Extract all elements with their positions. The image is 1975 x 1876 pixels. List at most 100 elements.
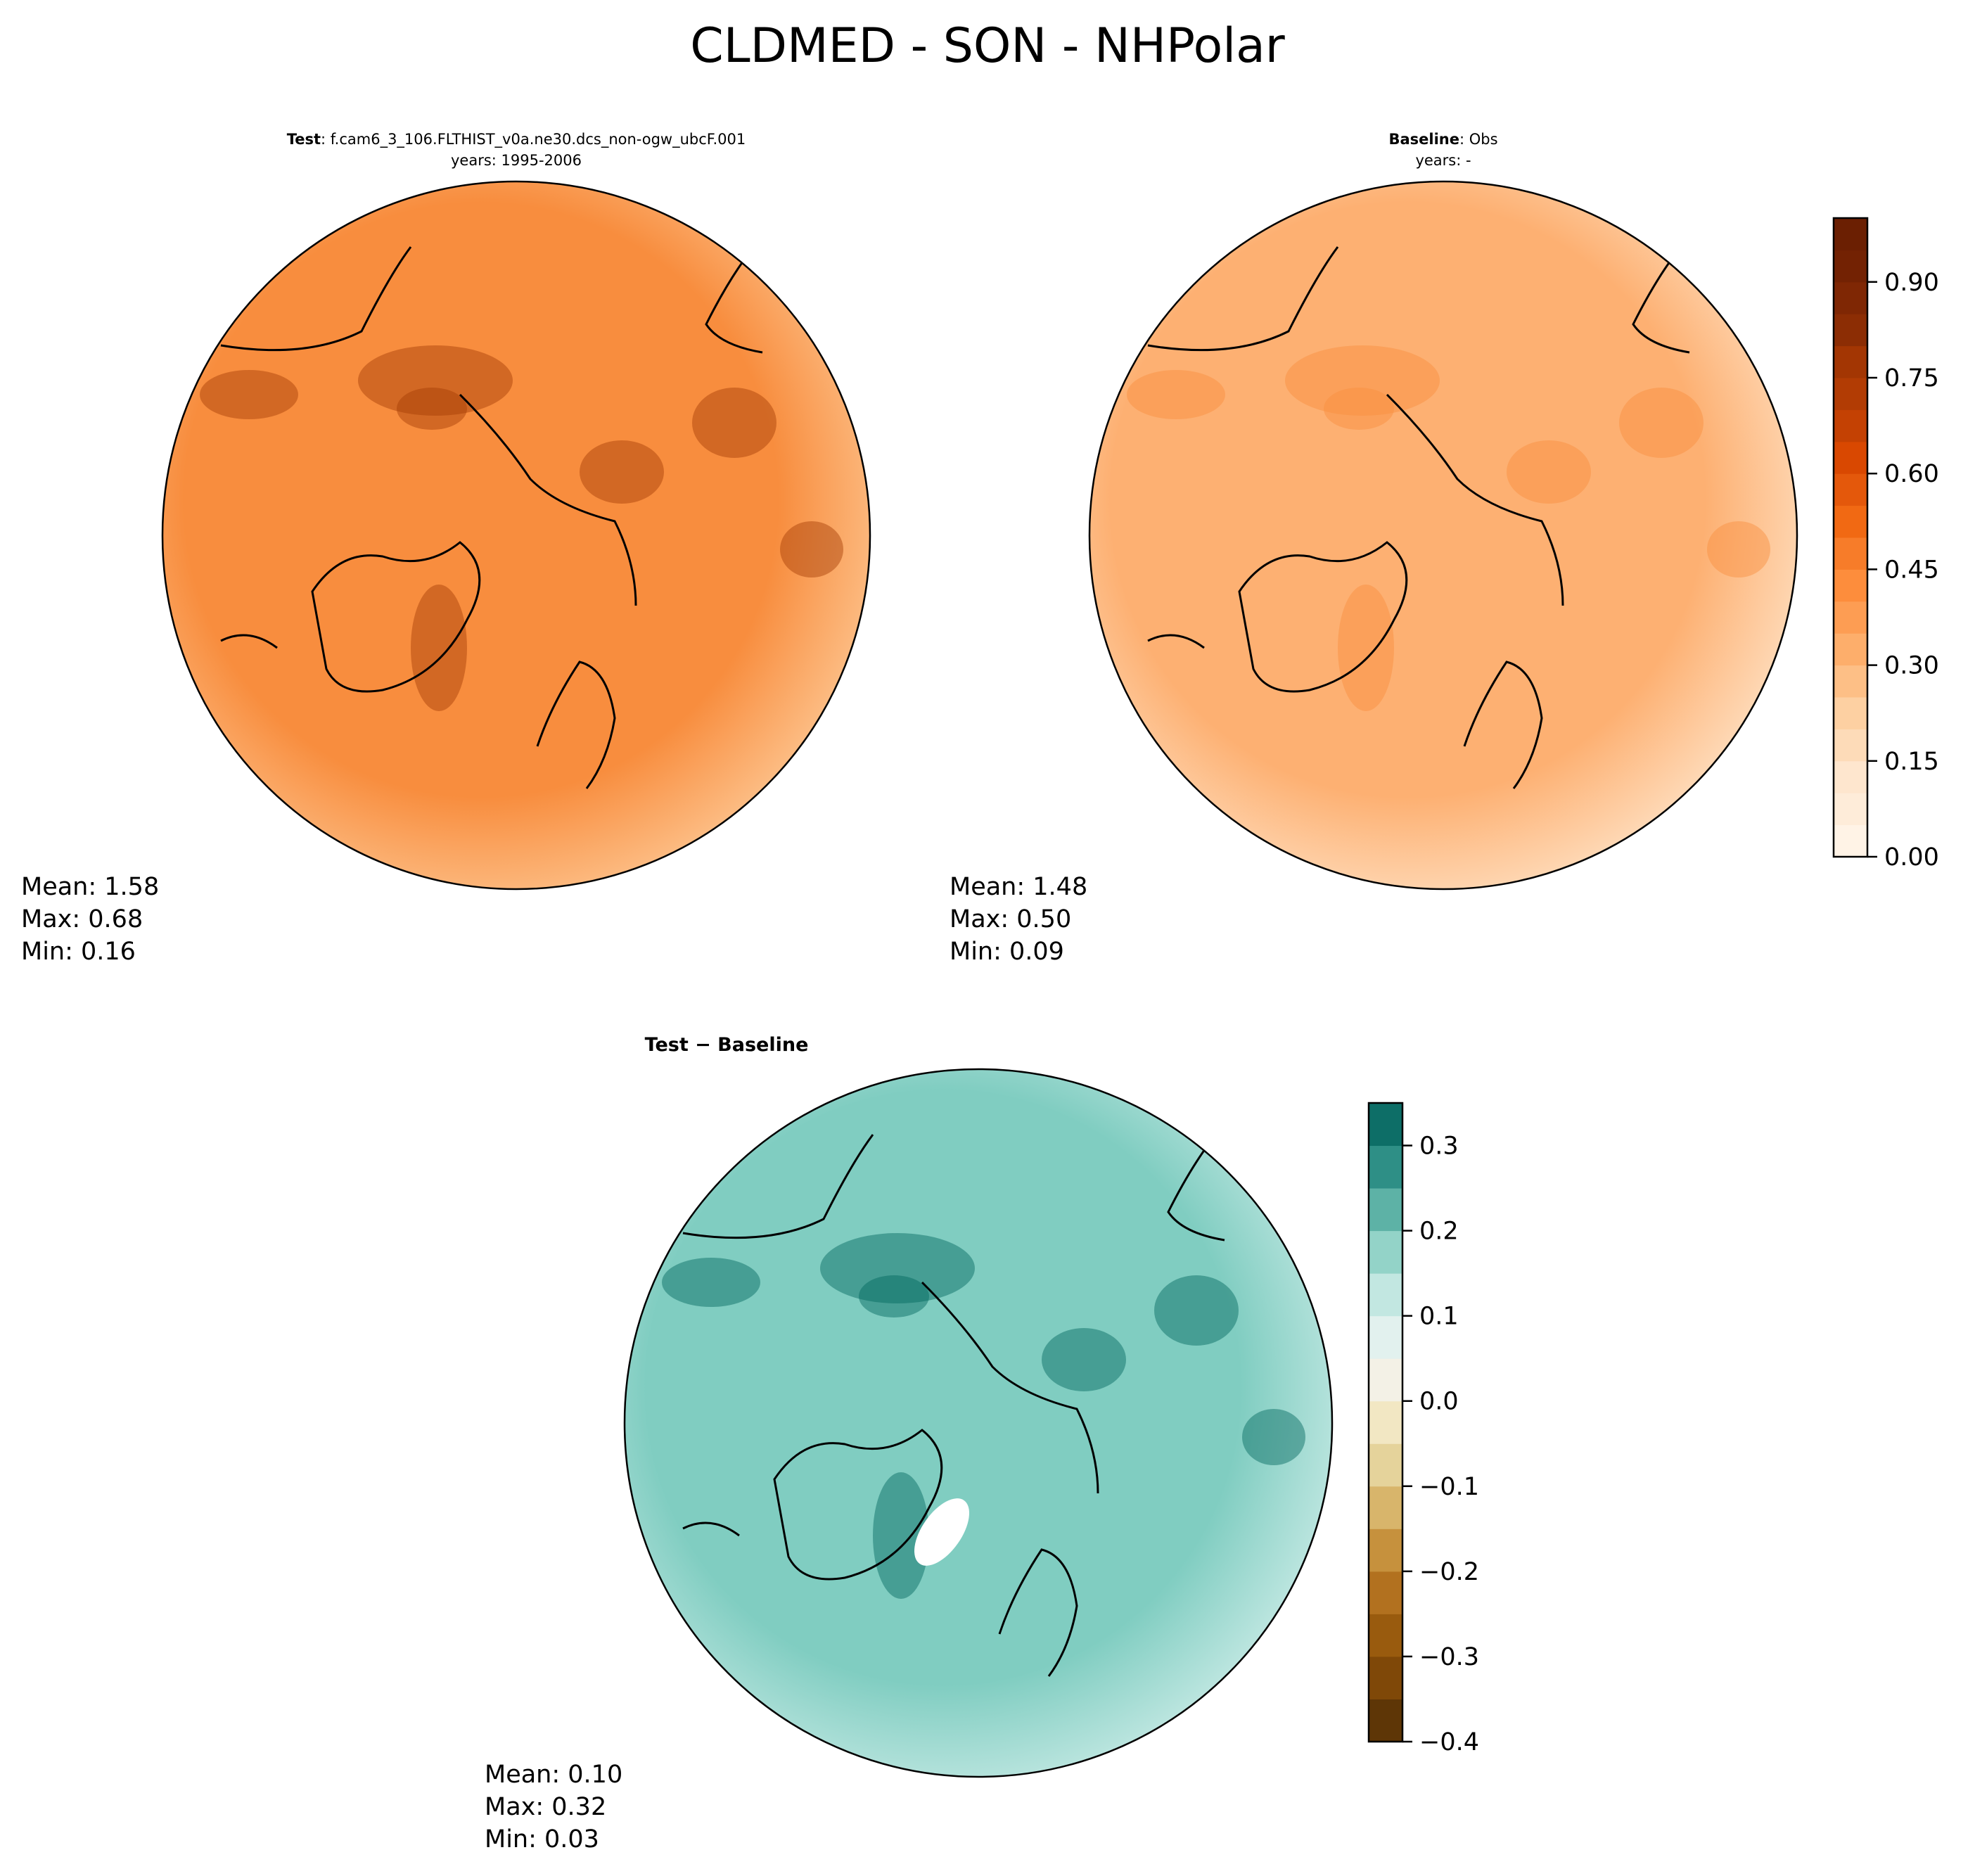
test-title-bold: Test bbox=[287, 131, 321, 148]
test-stats: Mean: 1.58 Max: 0.68 Min: 0.16 bbox=[21, 873, 159, 966]
colorbar-main-segment bbox=[1834, 569, 1867, 602]
test-min: Min: 0.16 bbox=[21, 938, 136, 966]
test-contour-blob bbox=[411, 585, 467, 711]
diff-field bbox=[625, 1069, 1332, 1777]
colorbar-diff-tick-label: −0.4 bbox=[1419, 1728, 1479, 1756]
baseline-contour-blob bbox=[1324, 388, 1394, 430]
colorbar-main-segment bbox=[1834, 697, 1867, 729]
diff-map bbox=[625, 1069, 1332, 1777]
figure-title: CLDMED - SON - NHPolar bbox=[690, 18, 1285, 74]
diff-title: Test − Baseline bbox=[645, 1034, 809, 1056]
colorbar-main-tick-label: 0.90 bbox=[1884, 269, 1939, 297]
diff-stats: Mean: 0.10 Max: 0.32 Min: 0.03 bbox=[485, 1761, 622, 1853]
diff-mean: Mean: 0.10 bbox=[485, 1761, 622, 1789]
test-contour-blob bbox=[397, 388, 467, 430]
baseline-field bbox=[1089, 181, 1797, 889]
baseline-coastlines bbox=[1147, 246, 1690, 789]
test-field bbox=[162, 181, 870, 889]
diff-contour-blob bbox=[859, 1275, 929, 1317]
baseline-contour-blob bbox=[1285, 345, 1440, 416]
test-greenland-coastline bbox=[311, 541, 481, 693]
colorbar-diff-segment bbox=[1369, 1103, 1402, 1147]
baseline-map-boundary bbox=[1088, 180, 1798, 891]
colorbar-main-segment bbox=[1834, 314, 1867, 347]
test-title-rest: : f.cam6_3_106.FLTHIST_v0a.ne30.dcs_non-… bbox=[321, 131, 746, 148]
colorbar-diff-segment bbox=[1369, 1188, 1402, 1232]
baseline-map bbox=[1089, 181, 1797, 889]
colorbar-main-segment bbox=[1834, 345, 1867, 378]
baseline-greenland-coastline bbox=[1238, 541, 1408, 693]
diff-contour-blob bbox=[662, 1258, 760, 1307]
colorbar-diff-segment bbox=[1369, 1486, 1402, 1529]
colorbar-diff-segment bbox=[1369, 1230, 1402, 1274]
test-contour-blob bbox=[358, 345, 513, 416]
baseline-stats: Mean: 1.48 Max: 0.50 Min: 0.09 bbox=[950, 873, 1087, 966]
baseline-title-bold: Baseline bbox=[1388, 131, 1459, 148]
baseline-contour-blob bbox=[1507, 440, 1591, 504]
colorbar-diff-segment bbox=[1369, 1529, 1402, 1572]
colorbar-main-tick-label: 0.30 bbox=[1884, 652, 1939, 680]
baseline-title-rest: : Obs bbox=[1459, 131, 1498, 148]
colorbar-main-outline bbox=[1832, 217, 1869, 858]
test-coastlines bbox=[220, 246, 763, 789]
colorbar-diff-segment bbox=[1369, 1358, 1402, 1402]
diff-coastlines bbox=[682, 1134, 1225, 1677]
colorbar-main-segment bbox=[1834, 729, 1867, 762]
baseline-mean: Mean: 1.48 bbox=[950, 873, 1087, 901]
diff-max: Max: 0.32 bbox=[485, 1793, 606, 1821]
colorbar-diff: −0.4 −0.3 −0.2 −0.1 0.0 0.1 0.2 0.3 bbox=[1367, 1102, 1479, 1756]
test-max: Max: 0.68 bbox=[21, 905, 143, 933]
test-mean: Mean: 1.58 bbox=[21, 873, 159, 901]
colorbar-diff-segment bbox=[1369, 1145, 1402, 1189]
baseline-subtitle: years: - bbox=[1415, 152, 1471, 169]
baseline-contour-blob bbox=[1707, 521, 1770, 578]
colorbar-diff-tick-label: 0.0 bbox=[1419, 1388, 1459, 1416]
colorbar-main-tick-label: 0.15 bbox=[1884, 748, 1939, 776]
colorbar-diff-segment bbox=[1369, 1400, 1402, 1444]
colorbar-main-segment bbox=[1834, 665, 1867, 698]
colorbar-diff-tick-label: −0.2 bbox=[1419, 1558, 1479, 1586]
colorbar-diff-tick-label: −0.1 bbox=[1419, 1473, 1479, 1501]
colorbar-diff-tick-label: −0.3 bbox=[1419, 1643, 1479, 1671]
colorbar-main-segment bbox=[1834, 218, 1867, 250]
baseline-title: Baseline: Obs bbox=[1388, 131, 1497, 148]
test-subtitle: years: 1995-2006 bbox=[451, 152, 582, 169]
test-contour-blob bbox=[580, 440, 664, 504]
colorbar-diff-segment bbox=[1369, 1699, 1402, 1742]
colorbar-diff-segment bbox=[1369, 1273, 1402, 1317]
colorbar-main-segment bbox=[1834, 409, 1867, 442]
colorbar-diff-segment bbox=[1369, 1571, 1402, 1614]
test-contour-blob bbox=[692, 388, 776, 458]
baseline-contour-blob bbox=[1619, 388, 1704, 458]
diff-greenland-coastline bbox=[773, 1429, 943, 1581]
colorbar-diff-segment bbox=[1369, 1315, 1402, 1359]
diff-map-boundary bbox=[623, 1068, 1334, 1778]
colorbar-main-tick-label: 0.45 bbox=[1884, 556, 1939, 584]
colorbar-diff-outline bbox=[1367, 1102, 1404, 1743]
baseline-max: Max: 0.50 bbox=[950, 905, 1071, 933]
colorbar-main-segment bbox=[1834, 793, 1867, 826]
diff-contour-blob bbox=[1242, 1409, 1305, 1465]
test-contour-blob bbox=[200, 370, 298, 419]
test-map bbox=[162, 181, 870, 889]
colorbar-main-segment bbox=[1834, 378, 1867, 410]
colorbar-main-segment bbox=[1834, 760, 1867, 793]
diff-contour-blob bbox=[1042, 1328, 1126, 1391]
colorbar-diff-tick-label: 0.3 bbox=[1419, 1132, 1459, 1161]
colorbar-diff-segment bbox=[1369, 1443, 1402, 1487]
baseline-contour-blob bbox=[1127, 370, 1225, 419]
test-contour-blob bbox=[780, 521, 843, 578]
colorbar-main-segment bbox=[1834, 601, 1867, 634]
diff-missing-region bbox=[914, 1498, 970, 1566]
colorbar-main-tick-label: 0.60 bbox=[1884, 460, 1939, 488]
diff-contour-blob bbox=[873, 1472, 929, 1599]
diff-min: Min: 0.03 bbox=[485, 1825, 599, 1853]
diff-contour-blob bbox=[1154, 1275, 1239, 1346]
test-title: Test: f.cam6_3_106.FLTHIST_v0a.ne30.dcs_… bbox=[287, 131, 746, 148]
colorbar-main-segment bbox=[1834, 505, 1867, 538]
colorbar-diff-segment bbox=[1369, 1614, 1402, 1657]
colorbar-main: 0.00 0.15 0.30 0.45 0.60 0.75 0.90 bbox=[1832, 217, 1939, 872]
colorbar-main-segment bbox=[1834, 281, 1867, 314]
colorbar-diff-tick-label: 0.1 bbox=[1419, 1303, 1459, 1331]
colorbar-diff-segment bbox=[1369, 1656, 1402, 1699]
